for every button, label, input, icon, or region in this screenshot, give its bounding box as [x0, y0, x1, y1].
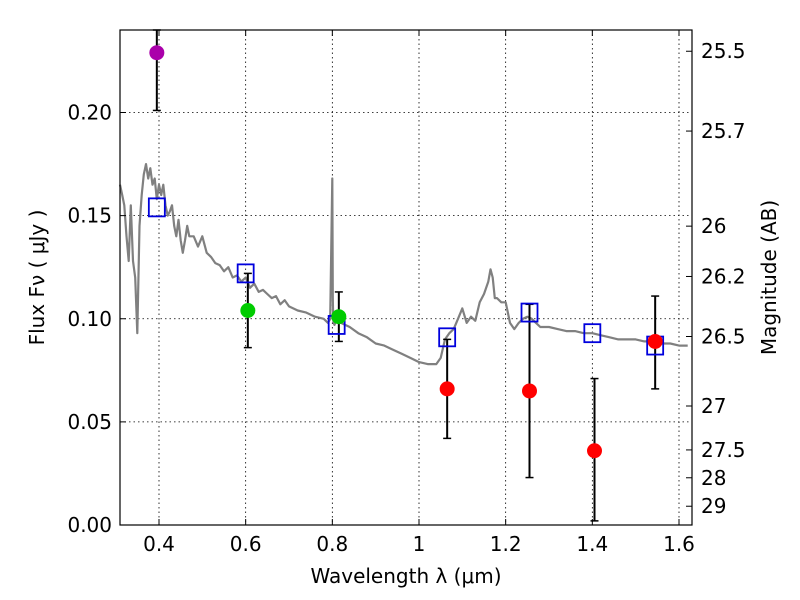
y-tick-label: 0.10 [67, 307, 112, 331]
model-photometry-point [583, 323, 602, 344]
plot-frame [119, 29, 693, 526]
y-axis-title: Flux Fν ( μJy ) [25, 210, 49, 346]
y-tick-label: 0.20 [67, 101, 112, 125]
observed-flux-point [240, 303, 256, 318]
observed-points [149, 45, 663, 459]
model-photometry-squares [147, 197, 665, 356]
sed-model-line [118, 163, 688, 366]
model-photometry-point [236, 263, 255, 284]
model-photometry-point [438, 327, 457, 348]
x-tick-label: 0.6 [230, 532, 262, 556]
right-tick-label: 29 [701, 494, 726, 518]
observed-flux-point [149, 45, 165, 61]
y-tick-label: 0.00 [67, 513, 112, 537]
x-tick-label: 0.4 [143, 532, 175, 556]
sed-model-curve [118, 163, 688, 366]
right-tick-label: 25.5 [701, 39, 746, 63]
right-tick-label: 25.7 [701, 119, 746, 143]
x-tick-label: 1.6 [663, 532, 695, 556]
grid-lines [120, 30, 692, 526]
observed-flux-point [647, 333, 663, 349]
right-tick-label: 27 [701, 394, 726, 418]
x-axis-title: Wavelength λ (μm) [310, 564, 501, 588]
right-tick-label: 27.5 [701, 438, 746, 462]
observed-flux-point [587, 443, 602, 459]
x-tick-label: 1.2 [490, 532, 522, 556]
observed-flux-point [522, 383, 537, 399]
right-tick-label: 26 [701, 214, 726, 238]
right-axis-title: Magnitude (AB) [757, 200, 781, 355]
observed-flux-point [331, 309, 347, 325]
observed-flux-point [439, 381, 455, 397]
right-tick-label: 28 [701, 466, 726, 490]
axis-ticks: 0.4 0.6 0.8 1 1.2 1.4 1.6 0.00 0.05 0.10 0.15 0.20 2… [67, 30, 746, 556]
model-photometry-point [147, 197, 166, 218]
x-tick-label: 1 [413, 532, 426, 556]
error-bars [152, 29, 660, 522]
x-tick-label: 0.8 [316, 532, 348, 556]
right-tick-label: 26.2 [701, 264, 746, 288]
x-tick-label: 1.4 [576, 532, 608, 556]
right-tick-label: 26.5 [701, 324, 746, 348]
model-photometry-point [520, 302, 539, 323]
y-tick-label: 0.15 [67, 204, 112, 228]
y-tick-label: 0.05 [67, 410, 112, 434]
